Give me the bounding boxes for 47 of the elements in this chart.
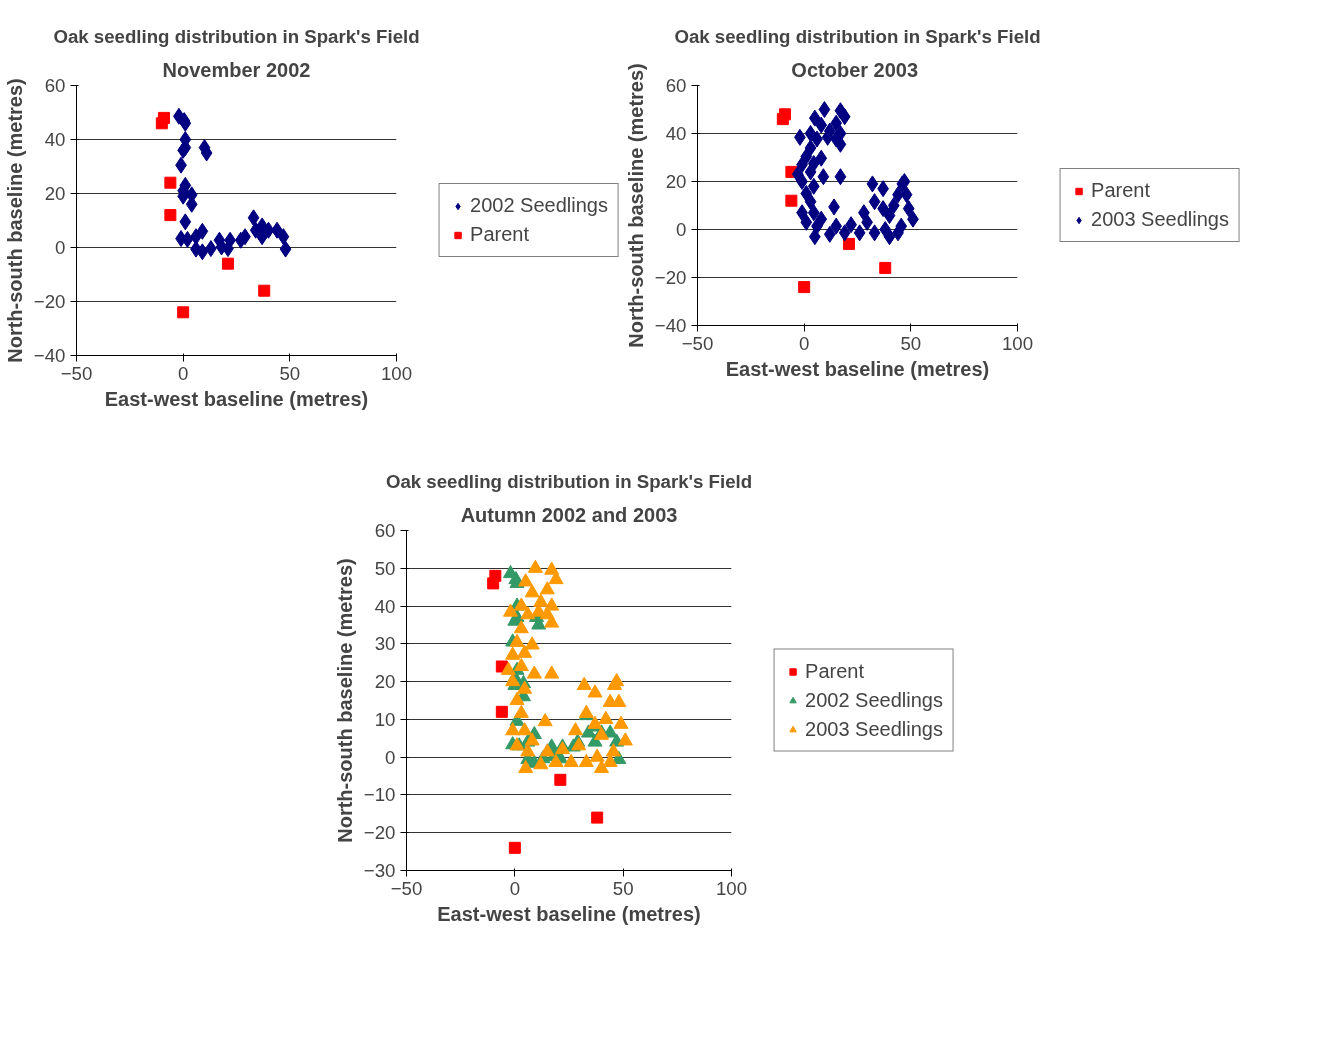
x-tick-label: 0 [798,332,810,354]
chart-subtitle: October 2003 [791,58,919,81]
legend-label: Parent [1091,179,1150,202]
x-axis-title: East-west baseline (metres) [437,902,701,925]
legend-label: 2003 Seedlings [805,717,943,741]
y-tick-label: 40 [374,595,396,617]
legend-label: Parent [470,223,529,246]
y-tick-label: 30 [374,633,396,655]
y-tick-label: 40 [44,129,66,150]
y-tick-label: 60 [374,520,396,541]
chart-title: Oak seedling distribution in Spark's Field [674,25,1041,47]
y-tick-label: −20 [33,291,66,312]
y-tick-label: 10 [374,708,396,730]
chart-title: Oak seedling distribution in Spark's Field [53,25,420,47]
x-tick-label: 100 [380,362,413,384]
y-tick-label: 0 [676,219,687,240]
y-tick-label: 20 [665,171,687,192]
y-tick-label: −10 [363,784,396,806]
legend-label: 2003 Seedlings [1091,208,1229,231]
y-tick-label: 40 [665,123,687,144]
x-tick-label: 0 [177,362,189,384]
legend-label: 2002 Seedlings [805,688,943,712]
y-tick-label: −20 [363,822,396,844]
y-tick-label: 50 [374,557,396,579]
y-tick-label: −20 [654,267,687,288]
chart-title: Oak seedling distribution in Spark's Field [385,470,753,492]
y-axis-title: North-south baseline (metres) [624,63,647,348]
y-tick-label: 20 [44,183,66,204]
legend-label: Parent [805,659,864,683]
x-axis-title: East-west baseline (metres) [104,387,369,410]
y-tick-label: 60 [44,75,66,96]
y-tick-label: 20 [374,671,396,693]
y-tick-label: 60 [665,75,687,96]
x-axis-title: East-west baseline (metres) [725,357,990,380]
x-tick-label: 50 [900,332,922,354]
y-tick-label: 0 [55,237,66,258]
chart-subtitle: November 2002 [162,58,311,81]
chart-subtitle: Autumn 2002 and 2003 [460,503,678,526]
x-tick-label: 50 [612,877,634,899]
y-axis-title: North-south baseline (metres) [333,558,356,843]
x-tick-label: 50 [279,362,301,384]
y-tick-label: 0 [385,746,396,768]
y-axis-title: North-south baseline (metres) [3,78,26,363]
legend-label: 2002 Seedlings [470,194,608,217]
x-tick-label: 0 [509,877,521,899]
x-tick-label: 100 [715,877,748,899]
x-tick-label: 100 [1001,332,1034,354]
